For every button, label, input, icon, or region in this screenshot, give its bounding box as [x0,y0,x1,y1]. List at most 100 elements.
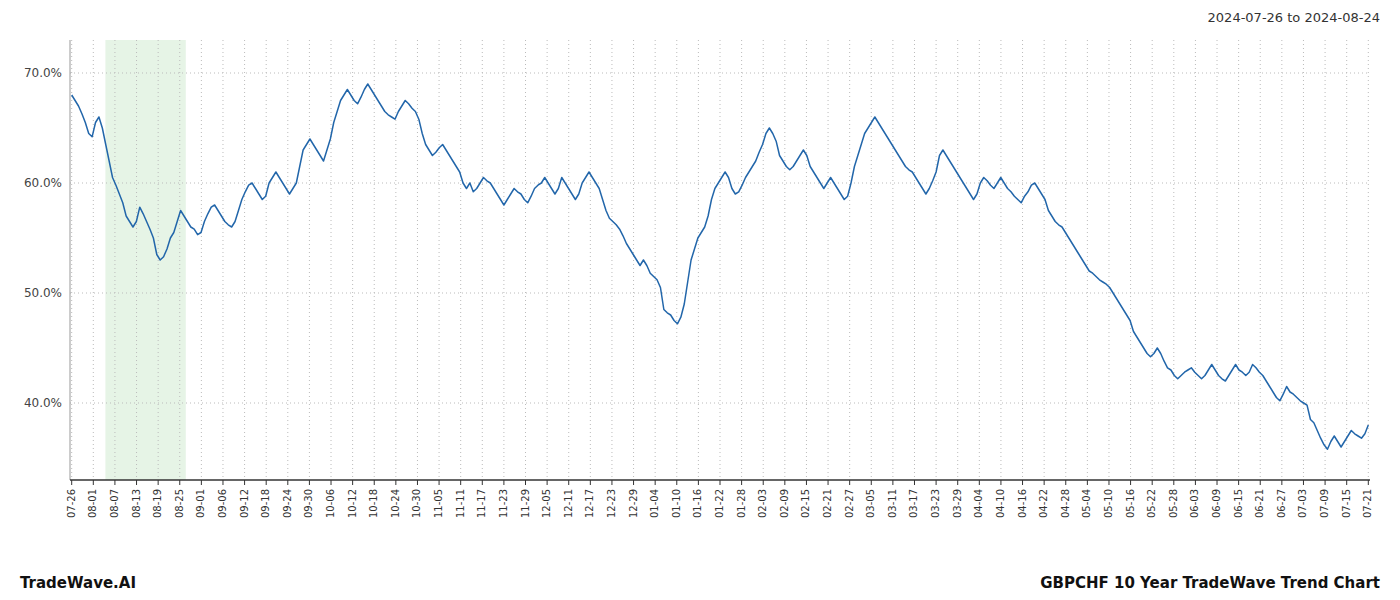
x-tick-label: 06-03 [1189,489,1200,518]
highlight-group [105,40,185,480]
x-tick [676,480,677,485]
x-tick [806,480,807,485]
x-tick [1022,480,1023,485]
grid-line-x [655,40,656,480]
x-tick-label: 01-10 [671,489,682,518]
x-tick-label: 01-28 [736,489,747,518]
x-tick [633,480,634,485]
x-tick [1108,480,1109,485]
x-tick [957,480,958,485]
grid-line-x [1195,40,1196,480]
x-tick-label: 05-28 [1168,489,1179,518]
grid [70,40,1370,480]
x-tick [114,480,115,485]
grid-line-x [698,40,699,480]
x-tick [1044,480,1045,485]
x-tick-label: 02-15 [800,489,811,518]
grid-line-x [114,40,115,480]
grid-line-x [417,40,418,480]
grid-line-x [1173,40,1174,480]
grid-line-x [741,40,742,480]
x-tick-label: 06-27 [1276,489,1287,518]
chart: 40.0%50.0%60.0%70.0%07-2608-0108-0708-13… [0,0,1400,600]
x-tick [914,480,915,485]
x-tick [287,480,288,485]
grid-line-x [828,40,829,480]
x-tick-label: 09-01 [195,489,206,518]
x-tick-label: 06-15 [1233,489,1244,518]
x-tick-label: 05-16 [1125,489,1136,518]
grid-line-x [1368,40,1369,480]
x-tick-label: 01-16 [692,489,703,518]
grid-line-x [568,40,569,480]
highlight-band [105,40,185,480]
x-tick [1130,480,1131,485]
grid-line-x [1152,40,1153,480]
title: GBPCHF 10 Year TradeWave Trend Chart [1040,574,1380,592]
grid-line-x [806,40,807,480]
x-tick [784,480,785,485]
x-tick [158,480,159,485]
grid-line-x [309,40,310,480]
x-tick-label: 11-05 [433,489,444,518]
x-tick [482,480,483,485]
x-tick-label: 07-15 [1341,489,1352,518]
x-tick [1173,480,1174,485]
x-tick [136,480,137,485]
x-tick [1281,480,1282,485]
x-tick-label: 08-01 [87,489,98,518]
x-tick [266,480,267,485]
x-tick [568,480,569,485]
grid-line-x [1065,40,1066,480]
line-group [72,84,1369,449]
x-tick [179,480,180,485]
x-tick [93,480,94,485]
x-tick-label: 04-16 [1017,489,1028,518]
x-tick [1195,480,1196,485]
grid-line-x [720,40,721,480]
grid-line-x [547,40,548,480]
x-tick-label: 08-13 [131,489,142,518]
x-tick [892,480,893,485]
x-tick-label: 07-21 [1362,489,1373,518]
x-tick-label: 09-30 [303,489,314,518]
x-tick [590,480,591,485]
grid-line-x [1281,40,1282,480]
x-tick [331,480,332,485]
x-tick [936,480,937,485]
grid-line-x [93,40,94,480]
x-tick [352,480,353,485]
x-tick-label: 03-11 [887,489,898,518]
x-tick [439,480,440,485]
y-tick-label: 60.0% [24,176,62,190]
x-tick-label: 12-11 [563,489,574,518]
x-tick-label: 01-04 [649,489,660,518]
x-tick [1152,480,1153,485]
x-tick [763,480,764,485]
grid-line-x [482,40,483,480]
grid-line-x [676,40,677,480]
grid-line-x [763,40,764,480]
x-tick [979,480,980,485]
grid-line-x [979,40,980,480]
brand-annotation: TradeWave.AI [20,574,136,592]
grid-line-x [936,40,937,480]
grid-line-x [1260,40,1261,480]
x-tick [871,480,872,485]
grid-line-x [1000,40,1001,480]
x-tick [1217,480,1218,485]
x-tick-label: 08-19 [152,489,163,518]
grid-line-x [1108,40,1109,480]
x-tick-label: 02-27 [844,489,855,518]
x-tick-label: 10-06 [325,489,336,518]
grid-line-x [525,40,526,480]
grid-line-x [503,40,504,480]
grid-line-x [1130,40,1131,480]
x-tick-label: 12-05 [541,489,552,518]
x-tick-label: 08-07 [109,489,120,518]
x-tick [71,480,72,485]
x-tick-label: 12-23 [606,489,617,518]
x-tick [1346,480,1347,485]
x-tick-label: 12-29 [628,489,639,518]
grid-line-x [439,40,440,480]
